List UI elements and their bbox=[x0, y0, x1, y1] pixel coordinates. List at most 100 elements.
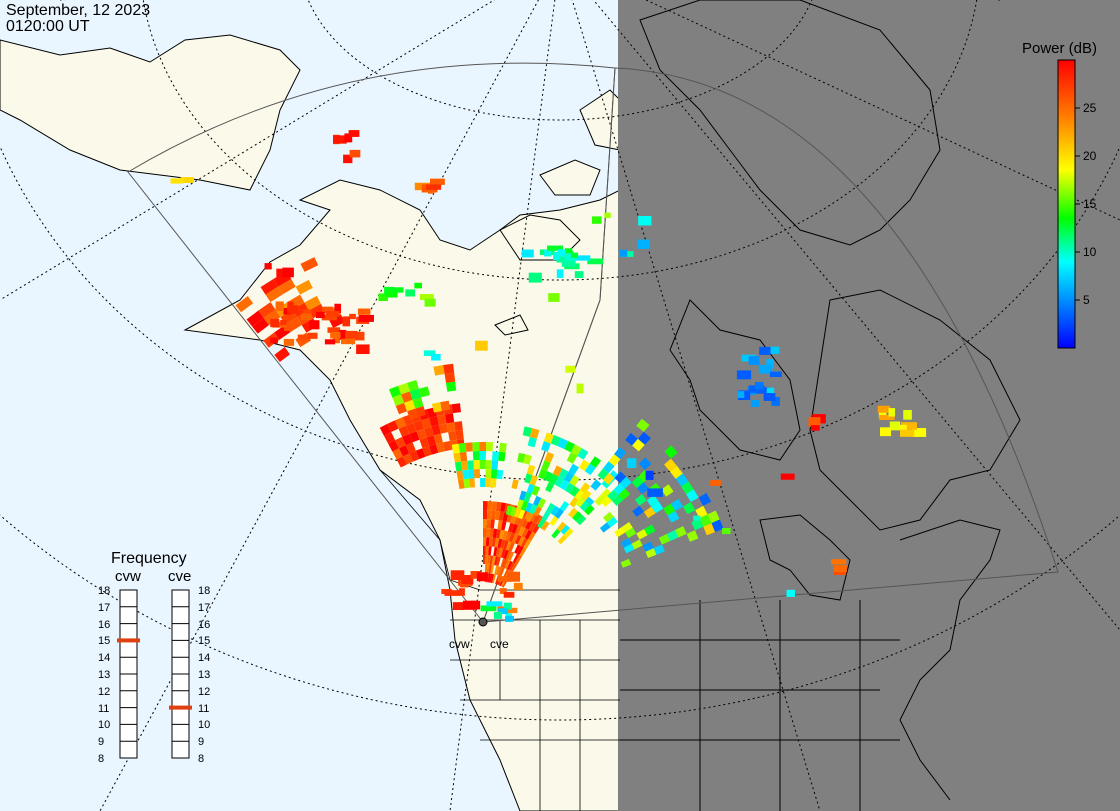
backscatter-cell bbox=[711, 519, 724, 532]
backscatter-cell bbox=[691, 518, 704, 531]
backscatter-cell bbox=[454, 421, 463, 431]
backscatter-cell bbox=[462, 600, 478, 610]
backscatter-cell bbox=[453, 452, 462, 463]
backscatter-cell bbox=[480, 605, 497, 612]
backscatter-cell bbox=[488, 564, 492, 574]
backscatter-cell bbox=[295, 279, 313, 295]
backscatter-cell bbox=[505, 540, 512, 551]
backscatter-cell bbox=[523, 454, 532, 465]
backscatter-cell bbox=[503, 569, 509, 579]
backscatter-cell bbox=[579, 500, 591, 512]
backscatter-cell bbox=[543, 471, 553, 482]
backscatter-cell bbox=[554, 508, 564, 519]
backscatter-cell bbox=[452, 602, 464, 611]
backscatter-cell bbox=[506, 560, 513, 571]
backscatter-cells bbox=[170, 130, 927, 622]
backscatter-cell bbox=[808, 417, 821, 427]
backscatter-cell bbox=[497, 576, 512, 582]
backscatter-cell bbox=[494, 510, 501, 521]
backscatter-cell bbox=[483, 528, 487, 538]
backscatter-cell bbox=[402, 433, 413, 446]
backscatter-cell bbox=[483, 501, 488, 511]
backscatter-cell bbox=[413, 420, 424, 432]
backscatter-cell bbox=[575, 496, 586, 508]
backscatter-cell bbox=[703, 523, 716, 536]
backscatter-cell bbox=[502, 530, 508, 541]
backscatter-cell bbox=[486, 528, 491, 538]
backscatter-cell bbox=[517, 536, 525, 546]
frequency-tick-label: 8 bbox=[198, 753, 205, 765]
backscatter-cell bbox=[584, 504, 595, 516]
backscatter-cell bbox=[431, 424, 441, 436]
backscatter-cell bbox=[608, 454, 621, 467]
backscatter-cell bbox=[537, 498, 547, 509]
frequency-tick-label: 8 bbox=[98, 753, 105, 765]
backscatter-cell bbox=[498, 548, 504, 558]
backscatter-cell bbox=[614, 471, 627, 484]
backscatter-cell bbox=[533, 506, 542, 517]
backscatter-cell bbox=[698, 493, 712, 506]
cvw-fov bbox=[127, 62, 616, 624]
backscatter-cell bbox=[736, 370, 752, 380]
backscatter-cell bbox=[461, 574, 474, 585]
frequency-tick-label: 15 bbox=[198, 635, 211, 648]
backscatter-cell bbox=[309, 320, 320, 330]
backscatter-cell bbox=[325, 310, 340, 317]
radar-label-cve: cve bbox=[490, 637, 509, 651]
backscatter-cell bbox=[620, 538, 632, 548]
backscatter-cell bbox=[514, 534, 522, 545]
backscatter-cell bbox=[653, 544, 665, 555]
backscatter-cell bbox=[300, 257, 319, 272]
backscatter-cell bbox=[527, 531, 536, 542]
backscatter-cell bbox=[763, 393, 776, 401]
backscatter-cell bbox=[564, 471, 575, 483]
backscatter-cell bbox=[771, 396, 780, 406]
backscatter-cell bbox=[423, 426, 434, 438]
backscatter-cell bbox=[621, 522, 633, 533]
fields-of-view bbox=[127, 62, 1059, 624]
backscatter-cell bbox=[637, 431, 651, 445]
backscatter-cell bbox=[545, 481, 555, 493]
backscatter-cell bbox=[488, 546, 492, 556]
backscatter-cell bbox=[394, 417, 407, 429]
backscatter-cell bbox=[636, 482, 649, 495]
backscatter-cell bbox=[494, 538, 500, 548]
backscatter-cell bbox=[435, 442, 445, 453]
backscatter-cell bbox=[529, 475, 539, 486]
backscatter-cell bbox=[511, 479, 519, 490]
backscatter-cell bbox=[748, 356, 760, 366]
backscatter-cell bbox=[502, 558, 509, 569]
backscatter-cell bbox=[442, 441, 452, 452]
backscatter-cell bbox=[520, 500, 529, 511]
backscatter-cell bbox=[625, 527, 637, 538]
backscatter-cell bbox=[509, 506, 517, 517]
backscatter-cell bbox=[619, 249, 628, 257]
backscatter-cell bbox=[418, 386, 430, 398]
backscatter-cell bbox=[632, 505, 644, 517]
backscatter-cell bbox=[517, 516, 525, 527]
backscatter-cell bbox=[170, 178, 184, 184]
backscatter-cell bbox=[508, 551, 515, 561]
backscatter-cell bbox=[592, 216, 602, 224]
backscatter-cell bbox=[500, 558, 506, 568]
frequency-channel-cve: cve bbox=[168, 568, 192, 585]
backscatter-cell bbox=[423, 350, 436, 356]
backscatter-cell bbox=[264, 263, 272, 270]
backscatter-cell bbox=[486, 564, 490, 574]
backscatter-cell bbox=[571, 252, 579, 258]
backscatter-cell bbox=[405, 442, 416, 454]
backscatter-cell bbox=[324, 339, 336, 345]
backscatter-cell bbox=[500, 539, 506, 549]
backscatter-cell bbox=[496, 556, 501, 567]
backscatter-cell bbox=[479, 478, 486, 488]
backscatter-cell bbox=[473, 460, 480, 470]
backscatter-cell bbox=[485, 555, 489, 565]
backscatter-cell bbox=[637, 239, 650, 249]
backscatter-cell bbox=[529, 428, 540, 439]
backscatter-cell bbox=[554, 476, 565, 488]
night-coastlines bbox=[620, 0, 1021, 811]
backscatter-cell bbox=[308, 303, 326, 319]
backscatter-cell bbox=[645, 548, 657, 558]
backscatter-cell bbox=[693, 515, 701, 521]
backscatter-cell bbox=[517, 452, 526, 464]
